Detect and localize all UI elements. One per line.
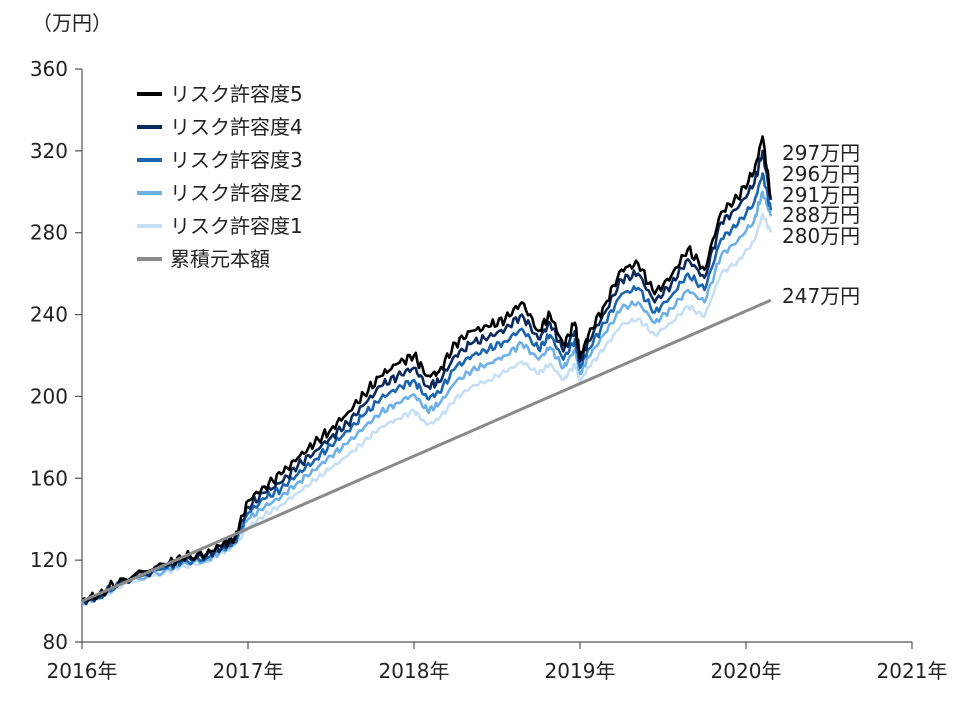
end-value-label: 296万円 — [782, 162, 860, 186]
x-tick-label: 2018年 — [379, 659, 450, 683]
y-tick-label: 160 — [30, 466, 68, 490]
legend: リスク許容度5 リスク許容度4 リスク許容度3 リスク許容度2 リスク許容度1 累積元本額 — [137, 82, 303, 271]
series-line-risk-5 — [80, 135, 773, 602]
x-axis-ticks: 2016年 2017年 2018年 2019年 2020年 2021年 — [47, 642, 948, 683]
axes — [81, 69, 912, 643]
y-axis-ticks: 80 120 160 200 240 280 320 360 — [30, 57, 82, 654]
end-value-label: 247万円 — [782, 284, 860, 308]
end-value-label: 291万円 — [782, 183, 860, 207]
end-value-label: 280万円 — [782, 224, 860, 248]
series-line-risk-4 — [81, 149, 773, 606]
legend-label: リスク許容度5 — [170, 82, 303, 106]
legend-label: リスク許容度1 — [170, 214, 303, 238]
y-tick-label: 200 — [30, 384, 68, 408]
series-line-risk-3 — [81, 172, 773, 603]
legend-label: リスク許容度2 — [170, 181, 303, 205]
y-tick-label: 360 — [30, 57, 68, 81]
legend-label: リスク許容度3 — [170, 148, 303, 172]
y-tick-label: 80 — [43, 630, 68, 654]
y-tick-label: 280 — [30, 221, 68, 245]
y-tick-label: 240 — [30, 303, 68, 327]
legend-label: リスク許容度4 — [170, 115, 303, 139]
x-tick-label: 2016年 — [47, 659, 118, 683]
x-tick-label: 2019年 — [545, 659, 616, 683]
y-axis-unit-label: （万円） — [32, 11, 112, 35]
x-tick-label: 2017年 — [213, 659, 284, 683]
legend-label: 累積元本額 — [170, 247, 270, 271]
end-value-label: 288万円 — [782, 203, 860, 227]
y-tick-label: 320 — [30, 139, 68, 163]
end-value-label: 297万円 — [782, 141, 860, 165]
series-lines — [80, 135, 773, 606]
y-tick-label: 120 — [30, 548, 68, 572]
x-tick-label: 2021年 — [877, 659, 948, 683]
series-line-principal — [81, 298, 772, 603]
x-tick-label: 2020年 — [711, 659, 782, 683]
